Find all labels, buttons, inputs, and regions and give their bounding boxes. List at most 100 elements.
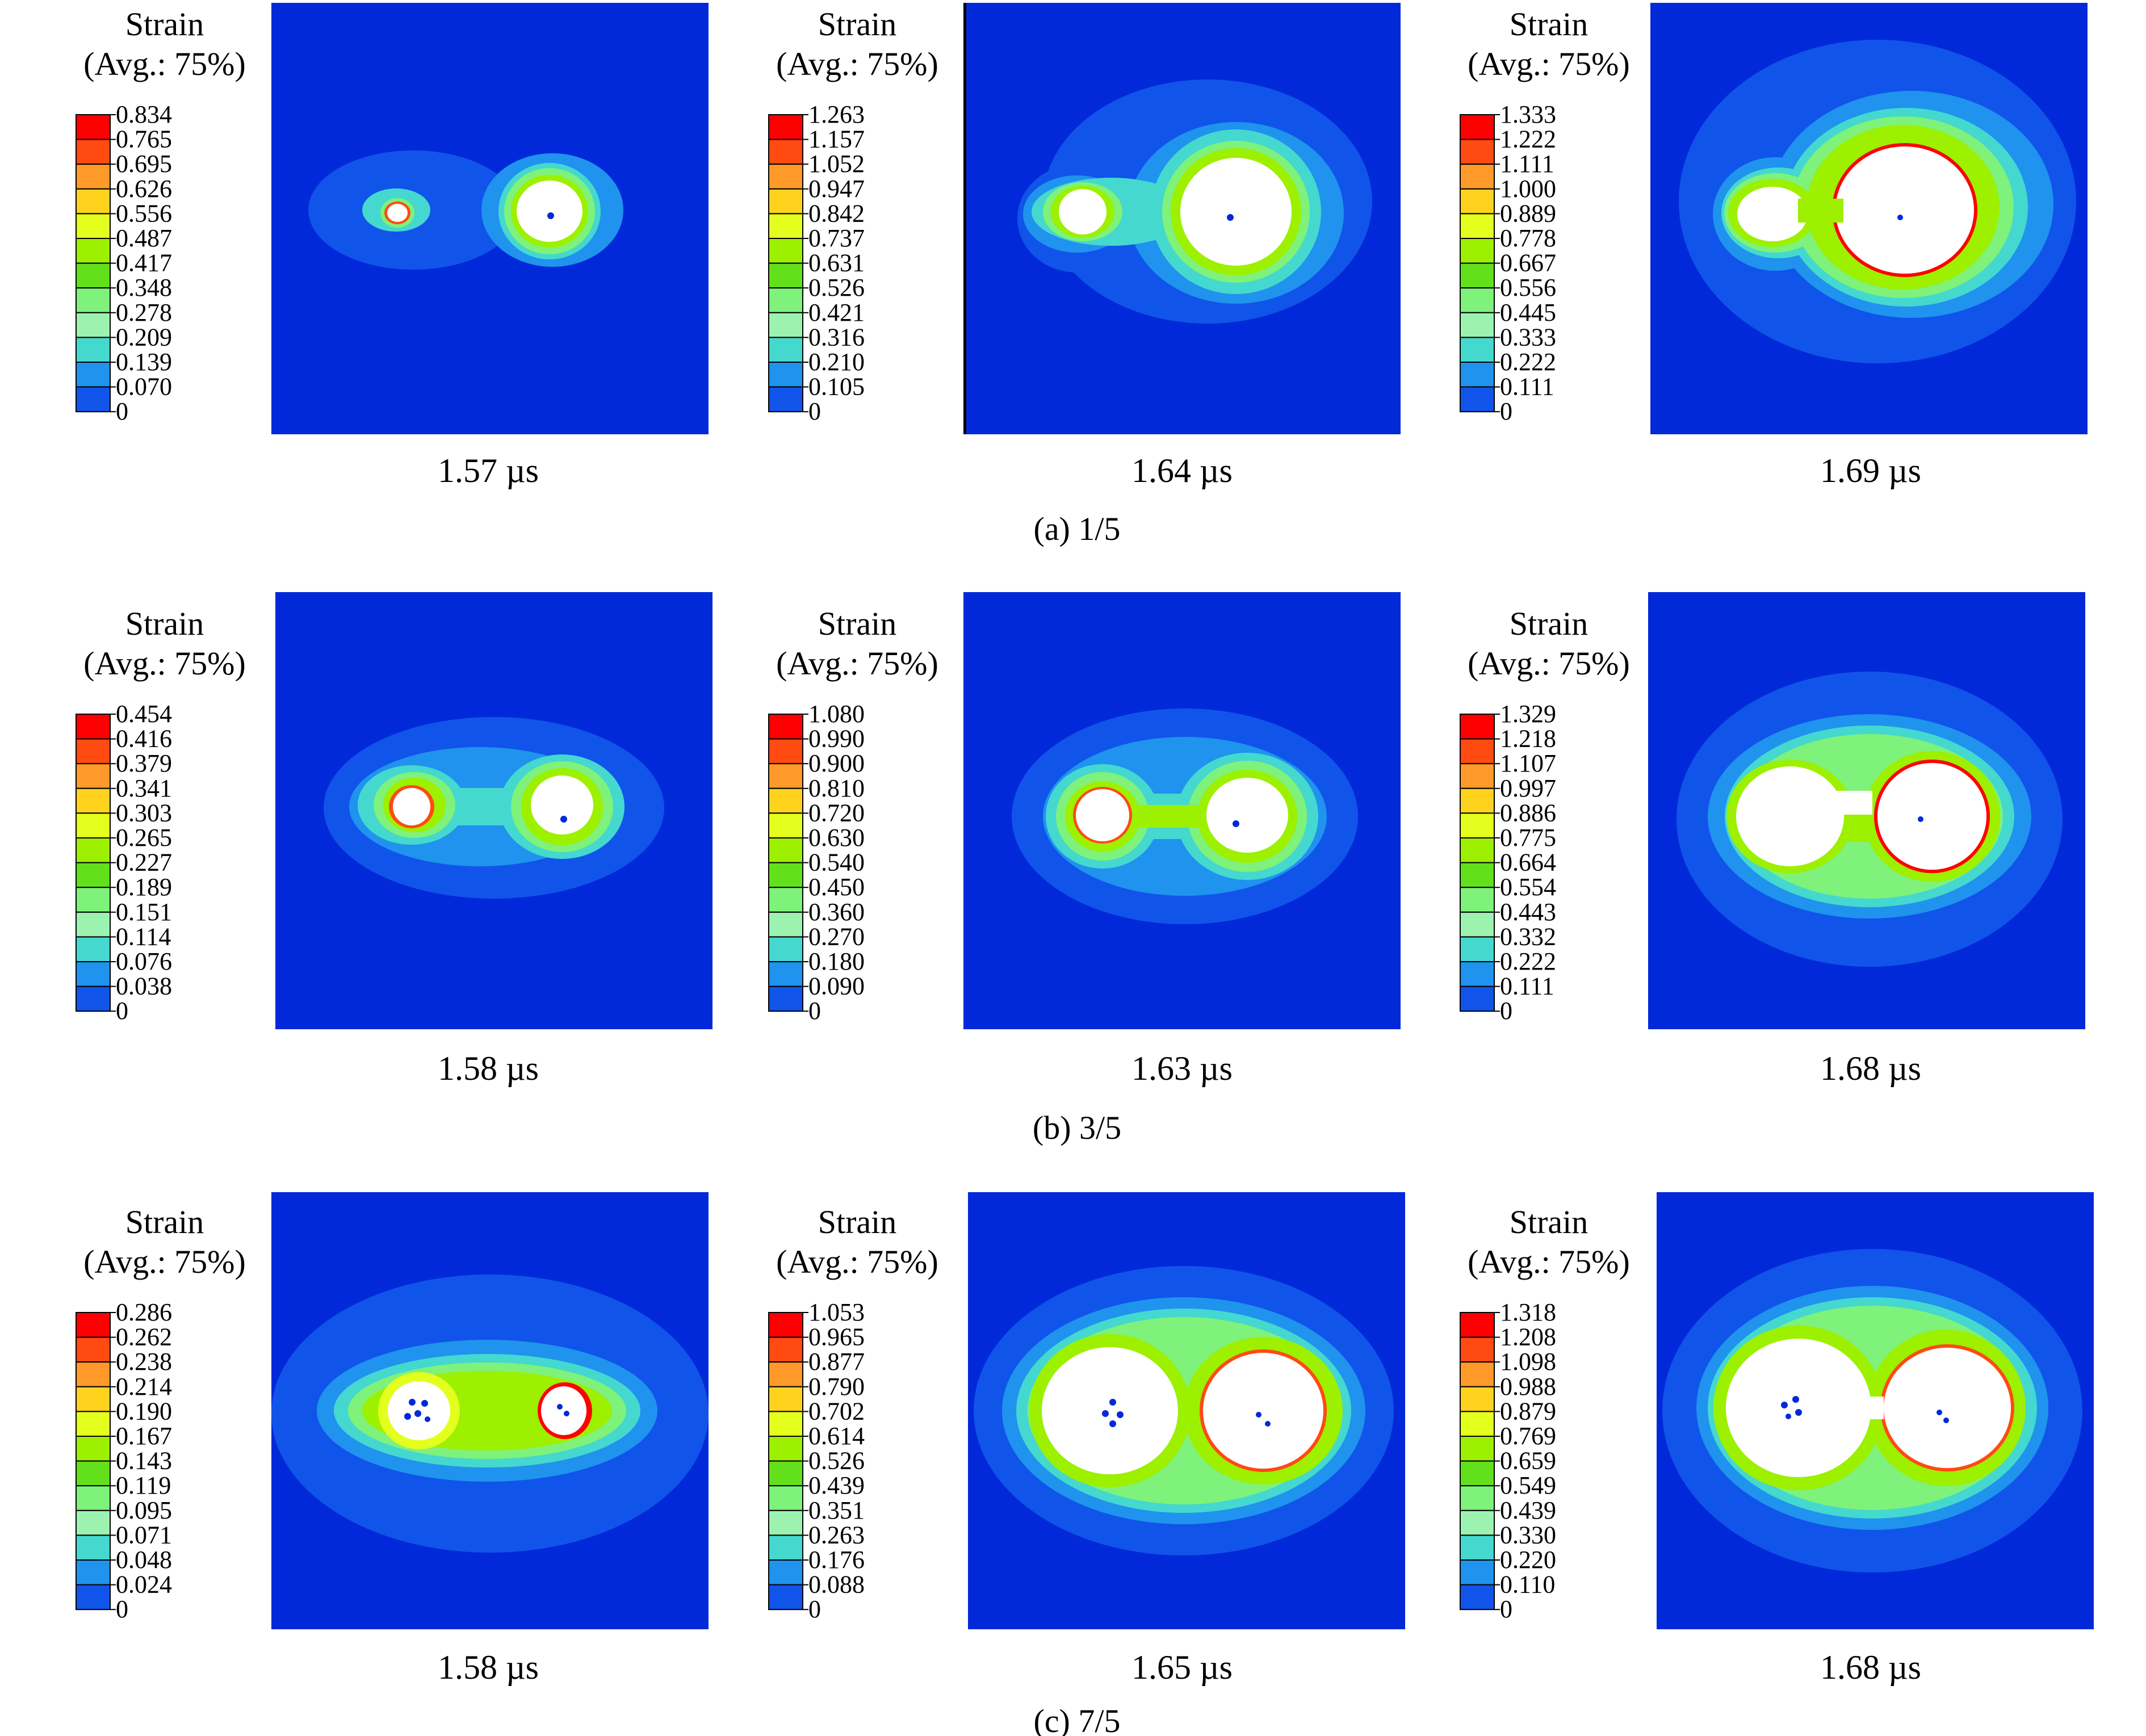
colorbar-tick-label: 0.303 (116, 799, 172, 827)
colorbar-tick-label: 0.071 (116, 1521, 172, 1549)
colorbar: 1.0530.9650.8770.7900.7020.6140.5260.439… (768, 1298, 865, 1623)
colorbar-segment (76, 738, 111, 765)
colorbar-segment (76, 1436, 111, 1462)
colorbar-tick-label: 0.765 (116, 125, 172, 153)
colorbar-segment (76, 763, 111, 789)
colorbar-tick-label: 0.189 (116, 873, 172, 901)
colorbar-tick-label: 0.842 (808, 199, 865, 227)
colorbar-tick-label: 0.997 (1500, 774, 1556, 802)
point-marker (1795, 1409, 1802, 1416)
colorbar-segment (76, 337, 111, 363)
colorbar-segment (1460, 213, 1495, 239)
colorbar-tick-label: 0.119 (116, 1471, 171, 1499)
colorbar-tick-label: 1.318 (1500, 1298, 1556, 1326)
colorbar-segment (1460, 1534, 1495, 1561)
point-marker (1256, 1412, 1261, 1418)
colorbar-tick-label: 0.990 (808, 725, 865, 753)
colorbar-segment (76, 188, 111, 215)
colorbar-tick-label: 0.877 (808, 1348, 865, 1376)
point-marker (1109, 1420, 1116, 1427)
colorbar: 0.4540.4160.3790.3410.3030.2650.2270.189… (76, 700, 172, 1025)
time-label: 1.64 µs (1131, 452, 1233, 489)
colorbar-tick-label: 0.227 (116, 849, 172, 877)
colorbar-segment (768, 714, 803, 740)
colorbar-tick-label: 0.265 (116, 824, 172, 852)
colorbar-tick-label: 1.107 (1500, 749, 1556, 777)
colorbar-segment (1460, 238, 1495, 264)
colorbar-segment (76, 1336, 111, 1363)
colorbar-tick-label: 0.549 (1500, 1471, 1556, 1499)
colorbar-segment (1460, 262, 1495, 289)
colorbar-segment (1460, 1584, 1495, 1611)
colorbar-segment (1460, 163, 1495, 190)
colorbar: 1.2631.1571.0520.9470.8420.7370.6310.526… (768, 100, 865, 425)
time-label: 1.65 µs (1131, 1649, 1233, 1686)
point-marker (1918, 816, 1923, 822)
colorbar-tick-label: 0.238 (116, 1348, 172, 1376)
colorbar-tick-label: 0.180 (808, 947, 865, 975)
colorbar-segment (768, 312, 803, 338)
colorbar-segment (1460, 188, 1495, 215)
legend-colorbar: 1.080 0.990 0.900 0.810 0.720 0.630 0.540 0.450… (768, 700, 916, 1025)
point-marker (1233, 820, 1239, 827)
strain-contour-plot (271, 3, 709, 434)
colorbar-segment (76, 714, 111, 740)
colorbar-tick-label: 0.190 (116, 1397, 172, 1425)
legend-title: Strain (Avg.: 75%) (1468, 605, 1630, 682)
time-label: 1.58 µs (438, 1649, 539, 1686)
colorbar-segment (1460, 837, 1495, 863)
colorbar-segment (1460, 936, 1495, 962)
colorbar: 1.0800.9900.9000.8100.7200.6300.5400.450… (768, 700, 865, 1025)
colorbar-tick-label: 1.000 (1500, 175, 1556, 203)
point-marker (1109, 1399, 1116, 1406)
plot-edge (963, 3, 966, 434)
colorbar-tick-label: 0.526 (808, 274, 865, 301)
point-marker (1265, 1421, 1271, 1427)
point-marker (1785, 1414, 1791, 1419)
colorbar-tick-label: 0.332 (1500, 922, 1556, 950)
colorbar-tick-label: 0.439 (1500, 1496, 1556, 1524)
colorbar-tick-label: 0.487 (116, 224, 172, 252)
colorbar-segment (1460, 961, 1495, 987)
point-marker (547, 212, 554, 219)
colorbar-tick-label: 0.900 (808, 749, 865, 777)
colorbar-segment (1460, 862, 1495, 888)
colorbar-tick-label: 0 (1500, 997, 1512, 1025)
colorbar-segment (768, 986, 803, 1012)
colorbar-segment (768, 1584, 803, 1611)
time-label: 1.57 µs (438, 452, 539, 489)
legend-title: Strain (Avg.: 75%) (776, 1204, 938, 1280)
point-marker (564, 1411, 569, 1416)
colorbar-segment (768, 1411, 803, 1437)
colorbar-segment (1460, 337, 1495, 363)
colorbar-tick-label: 0.720 (808, 799, 865, 827)
colorbar-tick-label: 0.348 (116, 274, 172, 301)
colorbar-segment (76, 114, 111, 140)
colorbar-segment (768, 188, 803, 215)
colorbar-tick-label: 0.360 (808, 898, 865, 926)
colorbar-segment (76, 862, 111, 888)
point-marker (1117, 1411, 1124, 1418)
colorbar-tick-label: 1.329 (1500, 700, 1556, 728)
colorbar-segment (76, 1460, 111, 1487)
point-marker (1102, 1410, 1109, 1417)
colorbar-segment (768, 862, 803, 888)
colorbar-tick-label: 1.157 (808, 125, 865, 153)
colorbar-segment (768, 1336, 803, 1363)
colorbar-segment (76, 911, 111, 938)
colorbar-segment (76, 163, 111, 190)
colorbar-segment (768, 787, 803, 814)
colorbar-segment (76, 961, 111, 987)
colorbar-segment (1460, 887, 1495, 913)
colorbar-segment (1460, 714, 1495, 740)
colorbar-tick-label: 0.151 (116, 898, 172, 926)
colorbar-segment (76, 986, 111, 1012)
colorbar-tick-label: 0.790 (808, 1373, 865, 1400)
point-marker (1227, 214, 1234, 221)
legend-title: Strain (Avg.: 75%) (83, 605, 246, 682)
colorbar-segment (1460, 1361, 1495, 1387)
colorbar-segment (768, 1509, 803, 1536)
colorbar-segment (768, 936, 803, 962)
colorbar-tick-label: 0.095 (116, 1496, 172, 1524)
